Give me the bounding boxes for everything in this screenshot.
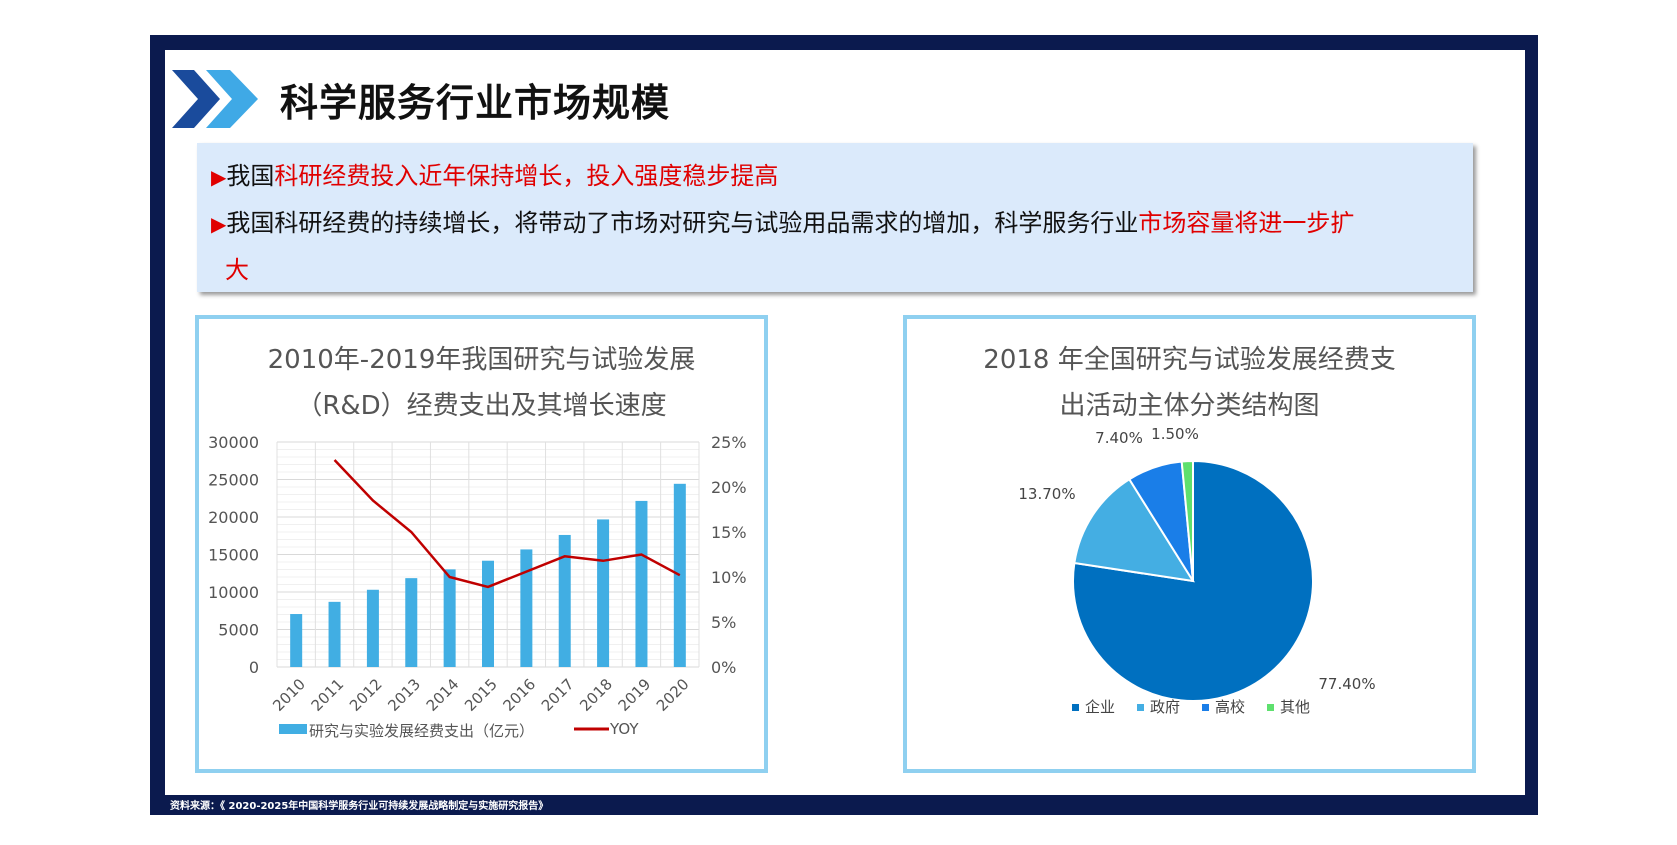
bar-chart: 0 5000 10000 15000 20000 25000 30000 0% 5% 10% 15%…: [208, 433, 747, 740]
x-tick-label: 2010: [269, 675, 309, 715]
y-tick-label: 25000: [208, 471, 259, 490]
x-tick-label: 2017: [538, 675, 578, 715]
chart-title: 2018 年全国研究与试验发展经费支 出活动主体分类结构图: [907, 337, 1472, 429]
bullet-text: 我国: [226, 162, 275, 190]
x-tick-label: 2012: [346, 675, 386, 715]
chart-title-line1: 2018 年全国研究与试验发展经费支: [983, 345, 1396, 375]
x-tick-label: 2015: [461, 675, 501, 715]
bar-2012: [366, 589, 379, 667]
bar-2020: [673, 483, 686, 667]
triangle-icon: ▶: [211, 212, 227, 236]
chart-title-line2: （R&D）经费支出及其增长速度: [296, 391, 667, 421]
bar-chart-card: 2010年-2019年我国研究与试验发展 （R&D）经费支出及其增长速度 0 500…: [195, 315, 768, 773]
y2-tick-label: 5%: [711, 613, 736, 632]
y-tick-label: 0: [249, 658, 259, 677]
y2-tick-label: 0%: [711, 658, 736, 677]
bar-2011: [328, 601, 341, 667]
y-tick-label: 10000: [208, 583, 259, 602]
y-tick-label: 20000: [208, 508, 259, 527]
bullet-highlight: 市场容量将进一步扩: [1138, 209, 1355, 237]
pie-slice-企业: [1072, 459, 1314, 702]
legend-line-label: YOY: [609, 720, 639, 738]
bullet-1: ▶我国科研经费投入近年保持增长，投入强度稳步提高: [211, 153, 1459, 200]
legend-label: 其他: [1280, 698, 1310, 716]
bullet-2: ▶我国科研经费的持续增长，将带动了市场对研究与试验用品需求的增加，科学服务行业市…: [211, 200, 1459, 247]
bar-2014: [443, 569, 456, 667]
legend-swatch: [1137, 704, 1144, 711]
x-tick-label: 2019: [615, 675, 655, 715]
triangle-icon: ▶: [211, 165, 227, 189]
source-footnote: 资料来源：《 2020-2025年中国科学服务行业可持续发展战略制定与实施研究报…: [170, 801, 549, 812]
legend-label: 政府: [1150, 698, 1180, 716]
x-tick-label: 2011: [308, 675, 348, 715]
yoy-line: [333, 459, 681, 589]
chart-title-line1: 2010年-2019年我国研究与试验发展: [267, 345, 696, 375]
y2-tick-label: 25%: [711, 433, 747, 452]
pie-slice-其他: [1180, 459, 1194, 582]
pie-value-label: 77.40%: [1318, 675, 1375, 693]
bar-2015: [482, 560, 494, 667]
pie-value-label: 13.70%: [1018, 485, 1075, 503]
y-tick-label: 30000: [208, 433, 259, 452]
bar-2018: [597, 519, 610, 667]
bullet-highlight: 科研经费投入近年保持增长，投入强度稳步提高: [274, 162, 779, 190]
summary-box: ▶我国科研经费投入近年保持增长，投入强度稳步提高 ▶我国科研经费的持续增长，将带…: [197, 143, 1473, 292]
pie-chart: 77.40% 13.70% 7.40% 1.50% 企业 政府 高校 其他: [1018, 425, 1375, 716]
legend-label: 高校: [1215, 698, 1245, 716]
bar-2013: [405, 578, 418, 667]
legend-bar-label: 研究与实验发展经费支出（亿元）: [309, 722, 534, 740]
bar-2019: [635, 500, 648, 667]
y2-tick-label: 20%: [711, 478, 747, 497]
chart-title: 2010年-2019年我国研究与试验发展 （R&D）经费支出及其增长速度: [199, 337, 764, 429]
x-tick-label: 2013: [384, 675, 424, 715]
x-tick-label: 2014: [423, 675, 463, 715]
y2-tick-label: 10%: [711, 568, 747, 587]
y-tick-label: 5000: [218, 621, 259, 640]
pie-value-label: 1.50%: [1151, 425, 1199, 443]
legend-label: 企业: [1085, 698, 1115, 716]
legend-swatch: [1072, 704, 1079, 711]
bar-2017: [558, 534, 571, 667]
bar-2010: [290, 614, 303, 667]
legend-swatch: [1267, 704, 1274, 711]
chart-title-line2: 出活动主体分类结构图: [1059, 391, 1320, 421]
x-tick-label: 2020: [653, 675, 693, 715]
pie-chart-card: 2018 年全国研究与试验发展经费支 出活动主体分类结构图 77.40% 13.70…: [903, 315, 1476, 773]
legend-swatch: [1202, 704, 1209, 711]
bullet-text: 我国科研经费的持续增长，将带动了市场对研究与试验用品需求的增加，科学服务行业: [226, 209, 1139, 237]
legend-bar-swatch: [279, 724, 307, 734]
pie-value-label: 7.40%: [1095, 429, 1143, 447]
y2-tick-label: 15%: [711, 523, 747, 542]
x-tick-label: 2016: [499, 675, 539, 715]
chevron-arrows-icon: [172, 70, 258, 128]
pie-slice-政府: [1073, 477, 1196, 583]
page-title: 科学服务行业市场规模: [280, 81, 671, 125]
bullet-highlight-cont: 大: [225, 256, 249, 284]
bar-2016: [520, 549, 533, 667]
y-tick-label: 15000: [208, 546, 259, 565]
x-tick-label: 2018: [576, 675, 616, 715]
